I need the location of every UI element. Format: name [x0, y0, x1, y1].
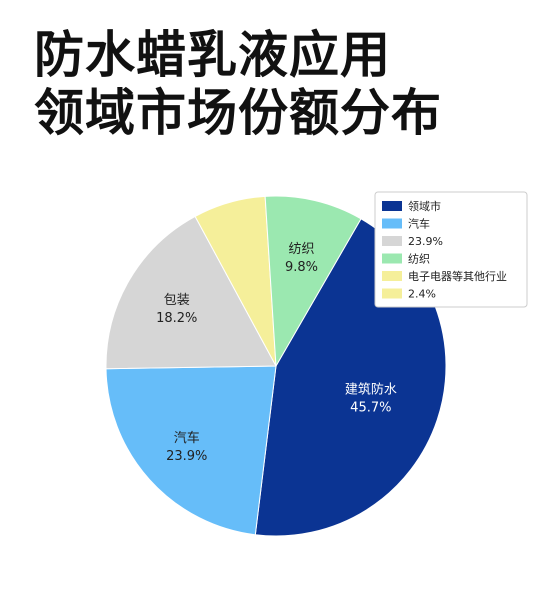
chart-title-line2: 领域市场份额分布 [34, 84, 442, 142]
slice-label-name: 汽车 [174, 430, 200, 446]
slice-5 [264, 195, 362, 368]
legend-box [374, 191, 528, 308]
legend-swatch [382, 218, 402, 229]
slice-3 [105, 215, 277, 370]
slice-label-value: 9.8% [285, 260, 318, 275]
slice-label-name: 建筑防水 [345, 382, 397, 398]
legend-label: 23.9% [408, 235, 443, 248]
slice-label-value: 45.7% [350, 401, 391, 416]
slice-label-value: 18.2% [156, 311, 197, 326]
legend-swatch [382, 236, 402, 246]
slice-label-name: 包装 [164, 293, 190, 308]
legend-swatch [382, 271, 402, 281]
legend-label: 领域市 [408, 199, 441, 213]
slice-2 [105, 365, 277, 536]
legend-label: 汽车 [408, 217, 430, 231]
legend-swatch [382, 253, 402, 264]
legend-label: 纺织 [408, 252, 430, 266]
legend-label: 电子电器等其他行业 [408, 269, 507, 283]
chart-title: 防水蜡乳液应用 领域市场份额分布 [34, 26, 442, 142]
legend-swatch [382, 201, 402, 211]
legend-label: 2.4% [408, 288, 436, 301]
chart-title-line1: 防水蜡乳液应用 [34, 26, 391, 84]
slice-label-value: 23.9% [166, 449, 207, 464]
slice-label-name: 纺织 [289, 242, 315, 257]
pie-labels: 建筑防水 45.7% 汽车 23.9% 包装 18.2% 纺织 9.8% [156, 242, 397, 464]
legend-swatch [382, 288, 402, 299]
